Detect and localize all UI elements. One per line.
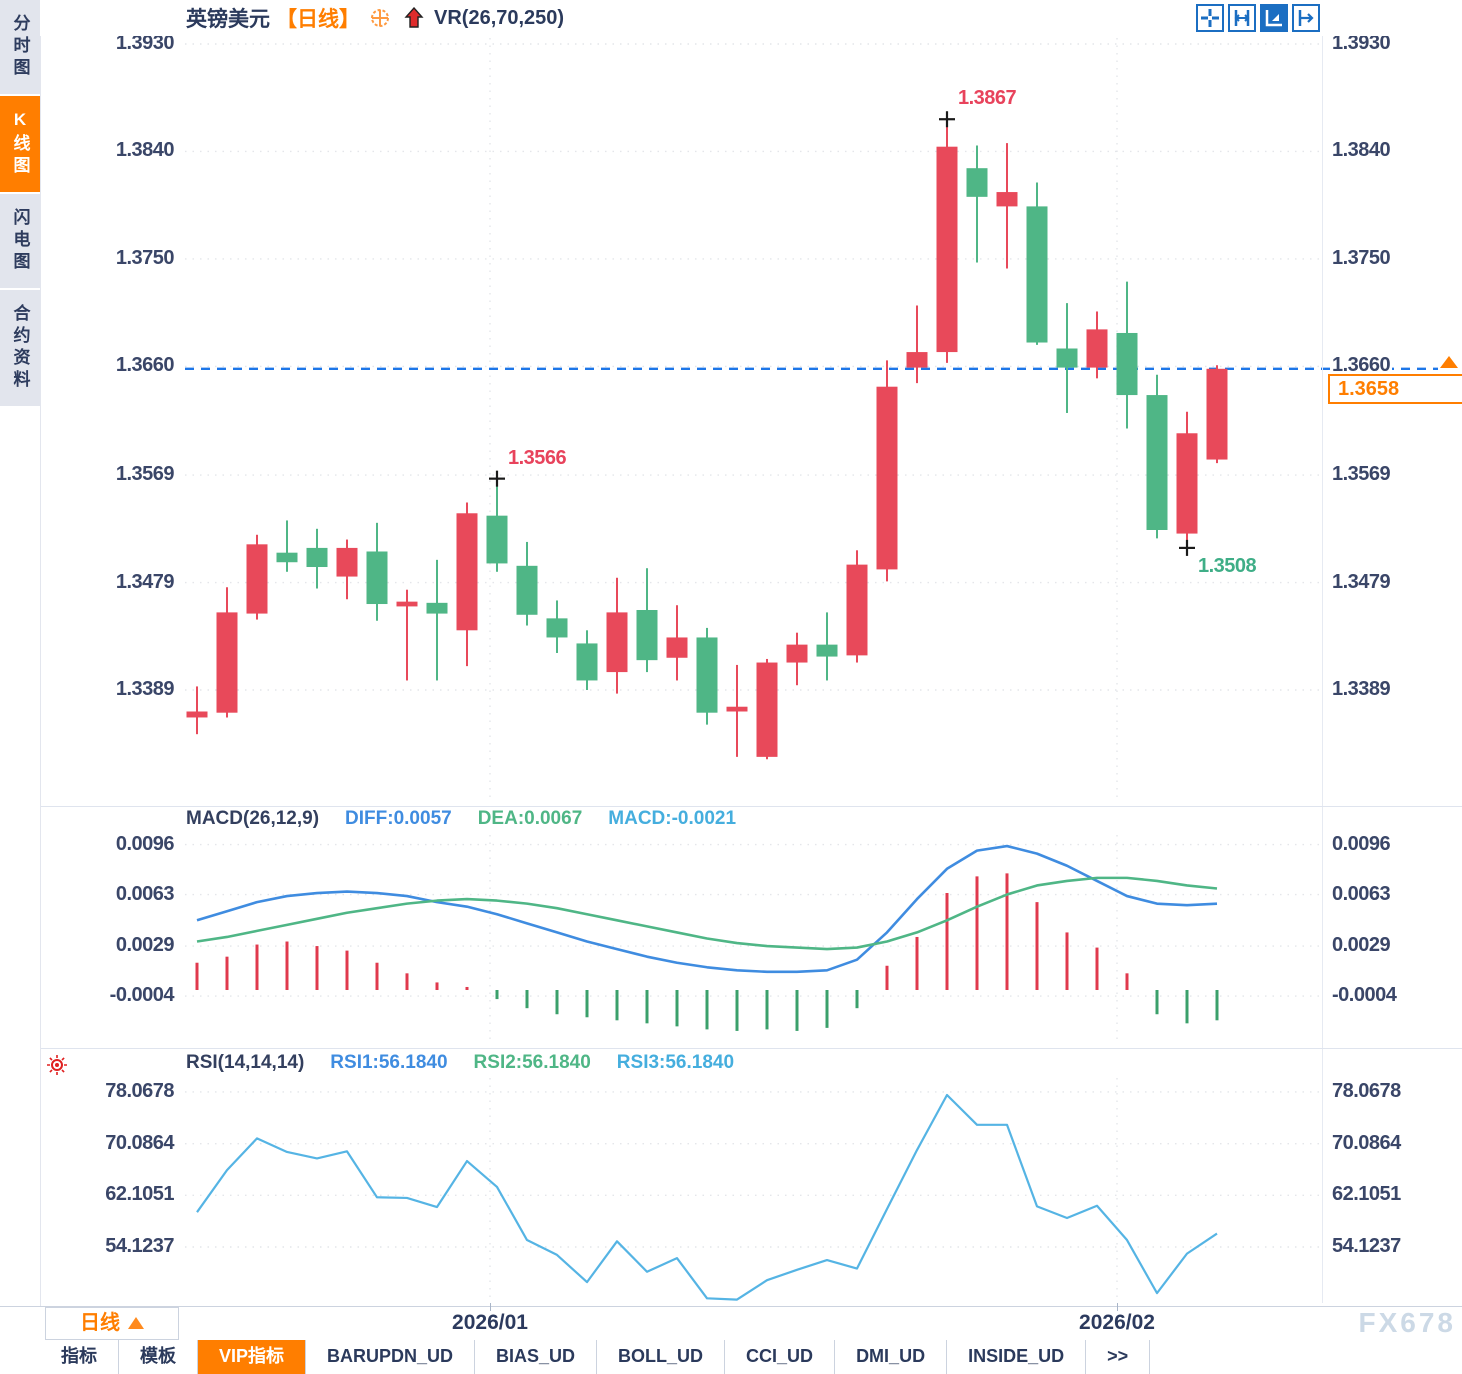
target-plus-icon[interactable]: [370, 8, 390, 28]
date-label-jan: 2026/01: [452, 1311, 528, 1334]
tab-dmi-ud[interactable]: DMI_UD: [835, 1340, 948, 1374]
period-up-triangle-icon: [128, 1317, 144, 1329]
sidebar-item-label: 分时图: [10, 14, 30, 80]
sidebar-item-lightning-chart[interactable]: 闪电图: [0, 194, 40, 288]
tab-vip-indicators[interactable]: VIP指标: [198, 1340, 307, 1374]
period-selector[interactable]: 日线: [45, 1307, 179, 1340]
sidebar-item-time-chart[interactable]: 分时图: [0, 0, 40, 94]
axis-divider: [1322, 36, 1323, 1303]
macd-diff-value: DIFF:0.0057: [345, 808, 452, 829]
rsi2-value: RSI2:56.1840: [473, 1052, 591, 1073]
pan-right-icon[interactable]: [1292, 4, 1320, 32]
indicator-hot-icon[interactable]: [46, 1054, 68, 1076]
tab-cci-ud[interactable]: CCI_UD: [725, 1340, 836, 1374]
date-label-feb: 2026/02: [1079, 1311, 1155, 1334]
tab-indicators[interactable]: 指标: [40, 1340, 119, 1374]
date-tick: [1117, 1303, 1118, 1311]
tab-barupdn-ud[interactable]: BARUPDN_UD: [306, 1340, 476, 1374]
auto-scale-icon[interactable]: [1260, 4, 1288, 32]
tab-bias-ud[interactable]: BIAS_UD: [475, 1340, 598, 1374]
sidebar-item-kline-chart[interactable]: K线图: [0, 96, 40, 192]
sidebar-item-contract-info[interactable]: 合约资料: [0, 290, 40, 406]
macd-header: MACD(26,12,9) DIFF:0.0057 DEA:0.0067 MAC…: [186, 808, 736, 830]
sidebar-item-label: 闪电图: [10, 208, 30, 274]
current-price-tag: 1.3658: [1328, 374, 1462, 404]
rsi-title: RSI(14,14,14): [186, 1052, 305, 1073]
period-label: 日线: [80, 1312, 120, 1334]
period-tag[interactable]: 【日线】: [276, 8, 360, 31]
tab-boll-ud[interactable]: BOLL_UD: [597, 1340, 726, 1374]
left-sidebar: 分时图 K线图 闪电图 合约资料: [0, 0, 41, 1306]
crosshair-icon[interactable]: [1196, 4, 1224, 32]
date-tick: [490, 1303, 491, 1311]
tab-templates[interactable]: 模板: [119, 1340, 198, 1374]
sidebar-item-label: K线图: [10, 110, 30, 178]
fx678-watermark: FX678: [1358, 1307, 1456, 1338]
chart-header: 英镑美元 【日线】 VR(26,70,250): [40, 0, 1462, 36]
sidebar-item-label: 合约资料: [10, 304, 30, 392]
rsi1-value: RSI1:56.1840: [330, 1052, 448, 1073]
macd-panel-divider: [40, 806, 1462, 807]
chart-toolbar: [1196, 4, 1320, 32]
symbol-title: 英镑美元: [186, 8, 270, 31]
axis-range-icon[interactable]: [1228, 4, 1256, 32]
rsi3-value: RSI3:56.1840: [616, 1052, 735, 1073]
macd-dea-value: DEA:0.0067: [477, 808, 583, 829]
timeline-row: 日线 2026/01 2026/02 FX678: [0, 1303, 1462, 1342]
vr-indicator-label: VR(26,70,250): [434, 6, 565, 29]
rsi-header: RSI(14,14,14) RSI1:56.1840 RSI2:56.1840 …: [186, 1052, 734, 1074]
rsi-panel-divider: [40, 1048, 1462, 1049]
tab-inside-ud[interactable]: INSIDE_UD: [947, 1340, 1087, 1374]
indicator-tabbar: 指标 模板 VIP指标 BARUPDN_UD BIAS_UD BOLL_UD C…: [0, 1340, 1462, 1374]
macd-title: MACD(26,12,9): [186, 808, 320, 829]
macd-value: MACD:-0.0021: [608, 808, 737, 829]
price-up-triangle-icon: [1440, 356, 1458, 368]
tab-more[interactable]: >>: [1086, 1340, 1151, 1374]
red-up-arrow-icon[interactable]: [404, 7, 424, 29]
